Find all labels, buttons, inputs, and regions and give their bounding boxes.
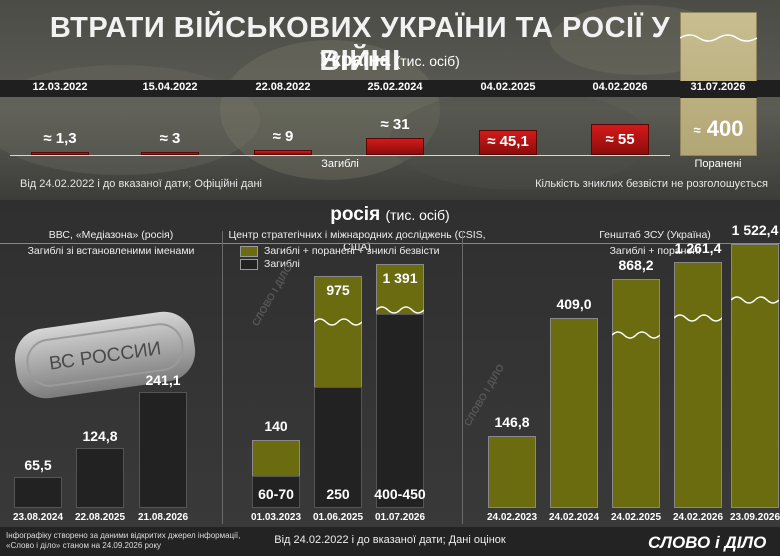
mediazona-bar (139, 392, 187, 508)
page-title: ВТРАТИ ВІЙСЬКОВИХ УКРАЇНИ ТА РОСІЇ У ВІЙ… (49, 12, 671, 77)
footer-credit-2: «Слово і діло» станом на 24.09.2026 року (6, 541, 162, 550)
wounded-date-bg (680, 81, 757, 98)
mediazona-date: 22.08.2025 (74, 512, 126, 523)
footer-bar (0, 527, 780, 556)
csis-date: 01.06.2025 (312, 512, 364, 523)
legend-swatch-total (240, 246, 258, 257)
csis-dead-bar (314, 387, 362, 508)
ukraine-date-label: 04.02.2025 (480, 81, 536, 93)
genshtab-bar (612, 279, 660, 508)
panel-divider-1 (222, 231, 223, 524)
scale-break-icon (314, 318, 362, 326)
wounded-date: 31.07.2026 (690, 81, 746, 93)
csis-dead-value: 400-450 (374, 486, 426, 502)
genshtab-bar (550, 318, 598, 508)
russia-unit: (тис. осіб) (385, 207, 450, 223)
genshtab-date: 24.02.2026 (672, 512, 724, 523)
mediazona-value: 241,1 (145, 372, 181, 389)
ukraine-date-label: 25.02.2024 (367, 81, 423, 93)
mediazona-source: ВВС, «Медіазона» (росія) (48, 229, 174, 241)
ukraine-date-label: 04.02.2026 (592, 81, 648, 93)
legend-swatch-dead (240, 259, 258, 270)
ukraine-section (0, 0, 780, 200)
scale-break-icon (731, 296, 779, 304)
panel-divider-2 (462, 231, 463, 524)
ukraine-note-right: Кількість зниклих безвісти не розголошує… (535, 178, 768, 190)
genshtab-date: 24.02.2024 (548, 512, 600, 523)
ukraine-date-label: 12.03.2022 (32, 81, 88, 93)
scale-break-icon (612, 331, 660, 339)
ukraine-dead-bar (31, 152, 89, 155)
genshtab-value: 146,8 (494, 414, 530, 430)
ukraine-dead-value: ≈ 9 (272, 127, 294, 145)
wounded-value: ≈ 400 (693, 116, 744, 141)
dog-tag-illustration: ВС РОССИИ (14, 311, 196, 399)
source-divider-line (0, 243, 780, 244)
genshtab-bar (674, 262, 722, 508)
scale-break-icon (376, 306, 424, 314)
genshtab-bar (731, 244, 779, 508)
genshtab-bar (488, 436, 536, 508)
ukraine-dead-bar (591, 124, 649, 155)
mediazona-subtitle: Загиблі зі встановленими іменами (27, 245, 195, 257)
dead-label: Загиблі (321, 158, 359, 170)
scale-break-icon (674, 314, 722, 322)
csis-dead-bar (252, 476, 300, 508)
brand-logo: СЛОВО і ДІЛО (648, 533, 767, 552)
mediazona-date: 21.08.2026 (137, 512, 189, 523)
ukraine-dead-bar (479, 129, 537, 155)
russia-name: росія (330, 204, 381, 225)
genshtab-date: 24.02.2025 (610, 512, 662, 523)
mediazona-bar (76, 448, 124, 508)
ukraine-dead-value: ≈ 55 (605, 130, 635, 148)
mediazona-value: 65,5 (24, 456, 52, 473)
mediazona-value: 124,8 (82, 428, 118, 445)
ukraine-date-band (0, 80, 780, 97)
ukraine-baseline (10, 155, 670, 156)
footer-credit-1: Інфографіку створено за даними відкритих… (6, 531, 241, 540)
ukraine-dead-value: ≈ 3 (159, 130, 181, 147)
genshtab-value: 1 261,4 (674, 240, 722, 256)
genshtab-value: 868,2 (618, 257, 654, 273)
genshtab-value: 1 522,4 (731, 222, 779, 238)
mediazona-bar (14, 476, 62, 508)
csis-total-value: 975 (326, 282, 350, 298)
wounded-label: Поранені (694, 158, 742, 170)
ukraine-note-left: Від 24.02.2022 і до вказаної дати; Офіці… (20, 178, 262, 190)
ukraine-date-label: 15.04.2022 (142, 81, 198, 93)
russia-footer-note: Від 24.02.2022 і до вказаної дати; Дані … (274, 534, 506, 546)
csis-total-value: 140 (264, 418, 288, 434)
legend-label-total: Загиблі + поранені + зниклі безвісти (264, 245, 440, 257)
genshtab-source: Генштаб ЗСУ (Україна) (599, 229, 711, 241)
ukraine-dead-value: ≈ 1,3 (43, 130, 77, 147)
legend-label-dead: Загиблі (264, 258, 300, 270)
scale-break-icon (680, 34, 757, 42)
csis-dead-bar (376, 314, 424, 508)
ukraine-subtitle: Україна (тис. осіб) (260, 50, 520, 72)
csis-dead-value: 250 (326, 486, 350, 502)
csis-date: 01.03.2023 (250, 512, 302, 523)
csis-total-value: 1 391 (382, 270, 418, 286)
ukraine-name: Україна (320, 50, 391, 71)
genshtab-date: 23.09.2026 (729, 512, 780, 523)
ukraine-unit: (тис. осіб) (395, 53, 460, 69)
csis-dead-value: 60-70 (258, 486, 294, 502)
genshtab-date: 24.02.2023 (486, 512, 538, 523)
mediazona-date: 23.08.2024 (12, 512, 64, 523)
russia-subtitle: росія (тис. осіб) (0, 204, 780, 226)
ukraine-dead-bar (366, 137, 424, 155)
csis-source: Центр стратегічних і міжнародних дослідж… (228, 229, 486, 253)
genshtab-value: 409,0 (556, 296, 592, 312)
genshtab-subtitle: Загиблі + поранені (609, 245, 701, 257)
ukraine-date-label: 22.08.2022 (255, 81, 311, 93)
csis-date: 01.07.2026 (374, 512, 426, 523)
ukraine-dead-value: ≈ 45,1 (487, 133, 529, 151)
ukraine-dead-bar (254, 149, 312, 155)
ukraine-dead-bar (141, 152, 199, 155)
ukraine-dead-value: ≈ 31 (380, 115, 410, 133)
